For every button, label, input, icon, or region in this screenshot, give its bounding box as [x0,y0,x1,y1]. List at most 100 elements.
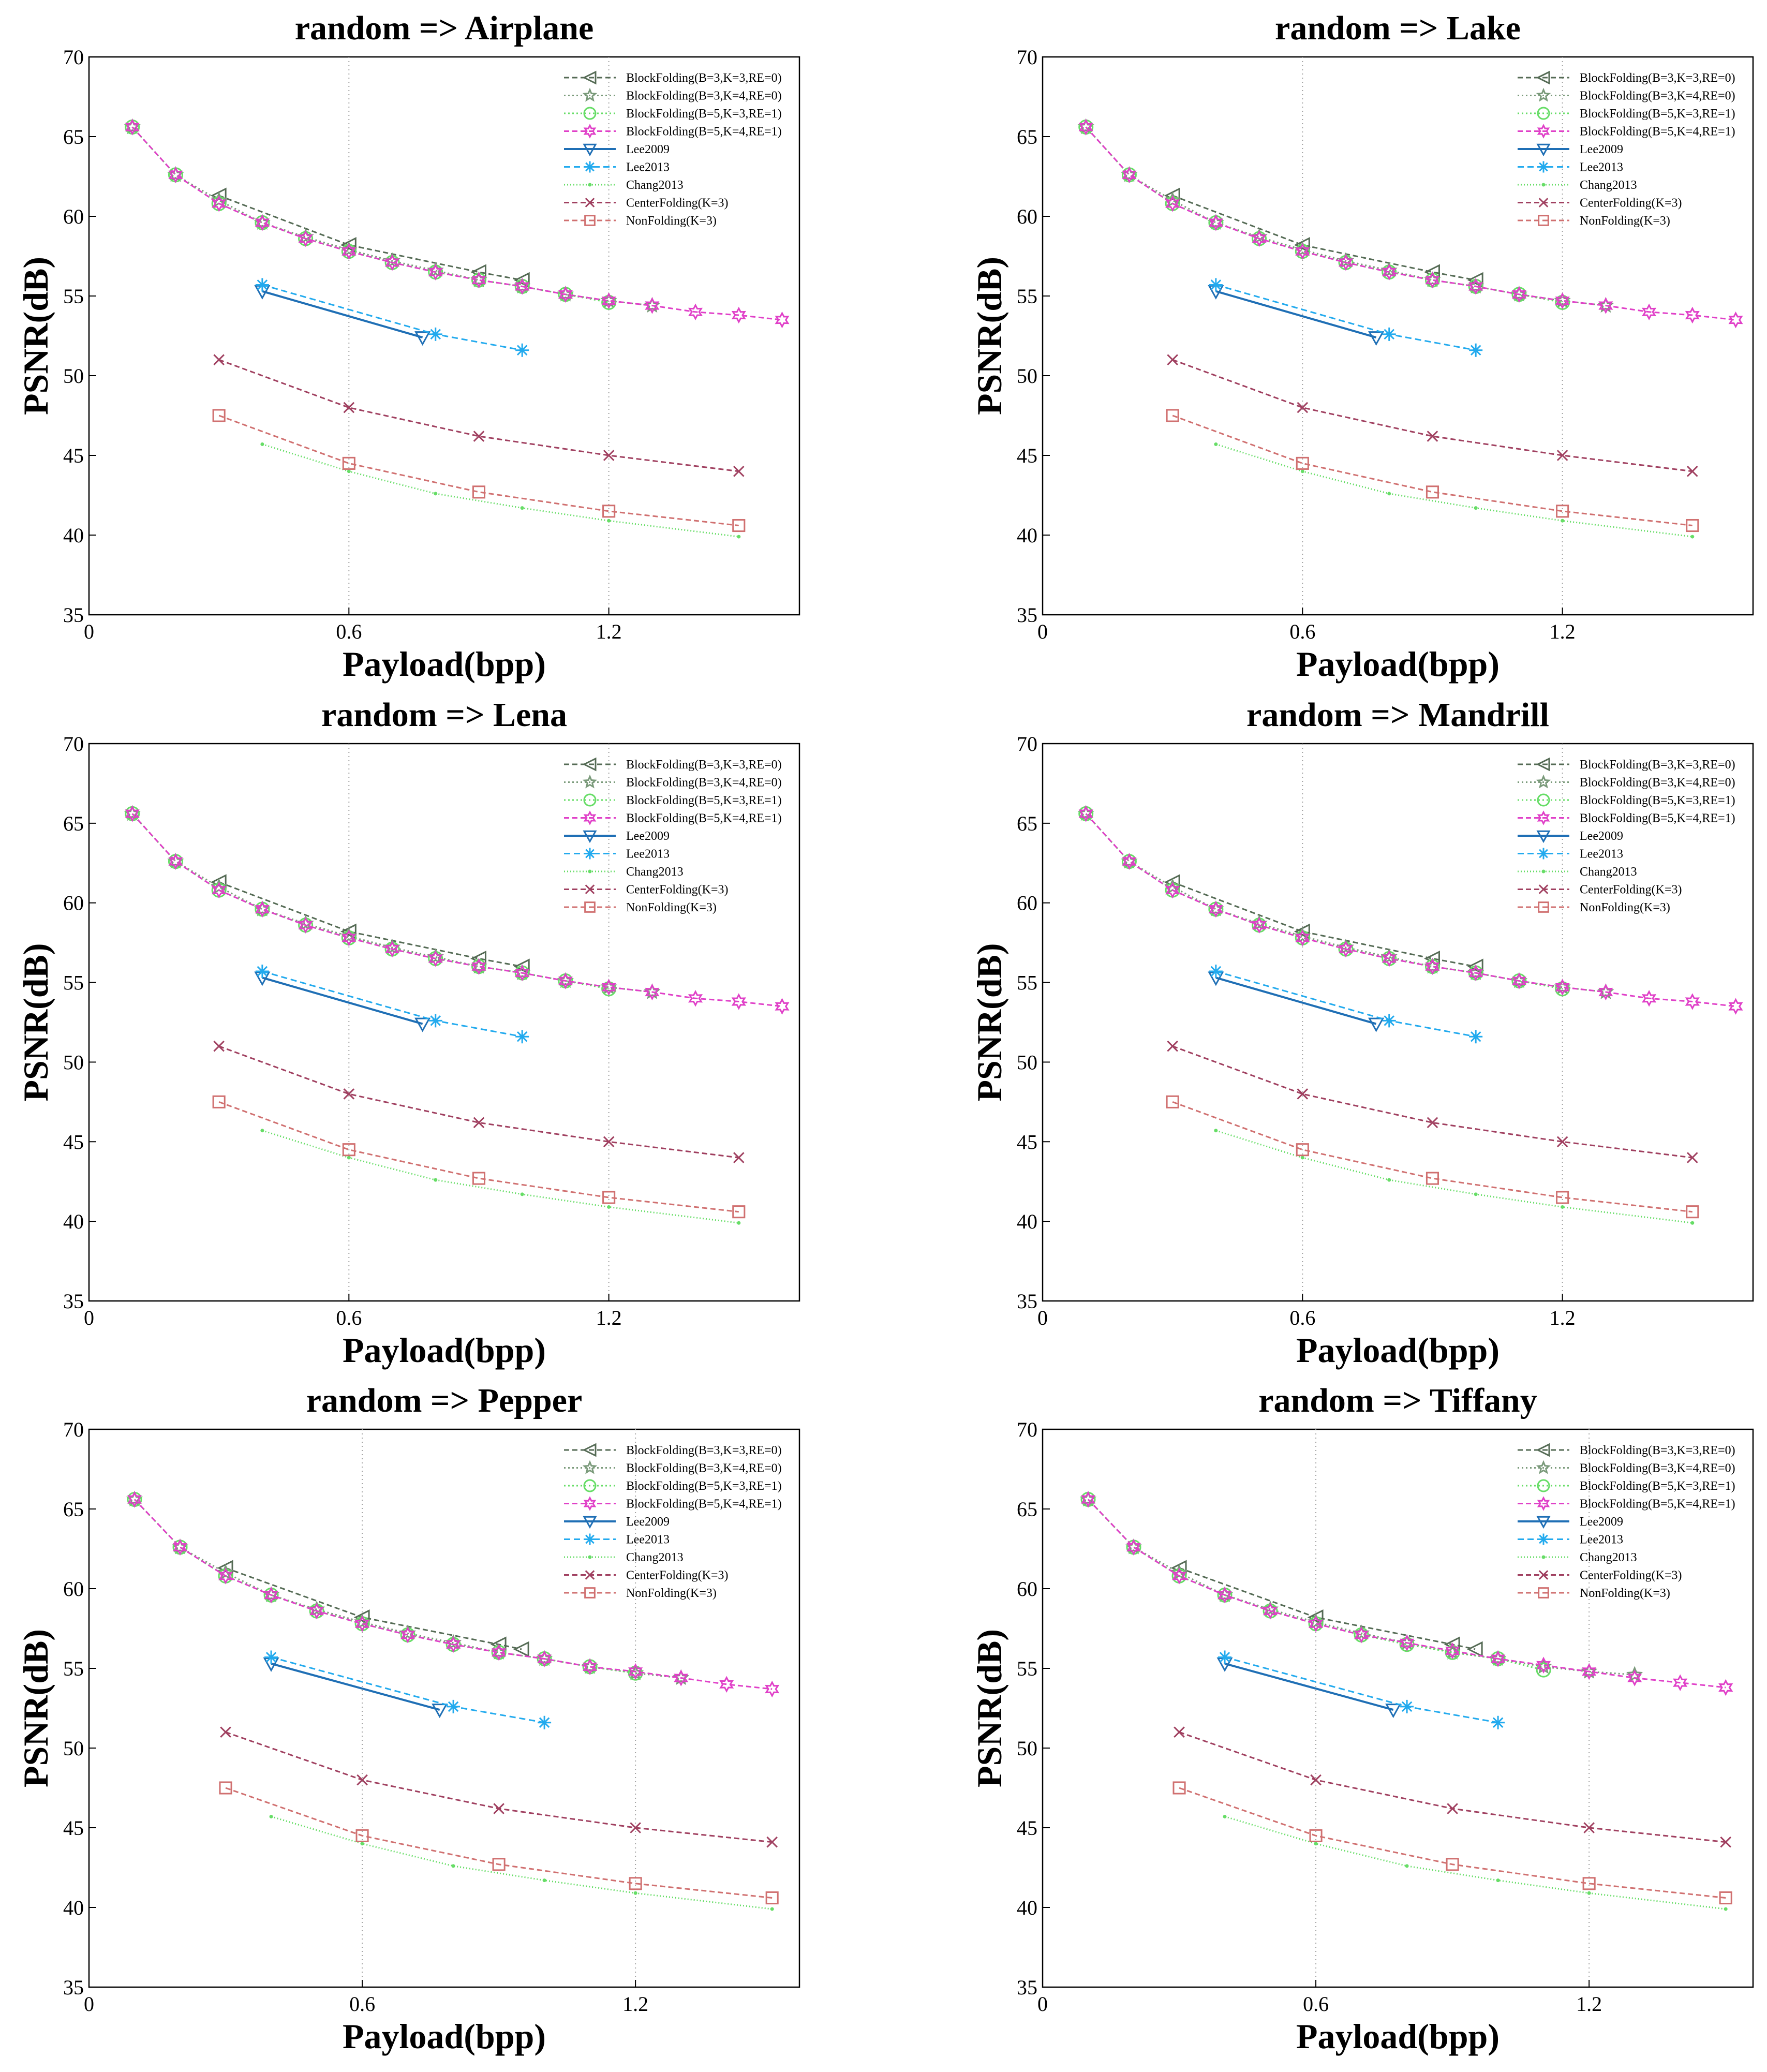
data-point [583,1658,598,1676]
series-line [1215,443,1692,538]
legend-marker [1538,1533,1549,1545]
legend-label: CenterFolding(K=3) [626,1569,729,1582]
data-point [1296,456,1309,470]
series-line [1085,126,1606,306]
legend-label: BlockFolding(B=5,K=4,RE=1) [626,125,782,139]
x-tick-label: 0 [84,620,94,643]
series-line [1172,415,1692,526]
legend-marker [582,774,598,789]
data-point [347,1156,351,1160]
data-point [255,900,270,918]
y-tick-label: 60 [63,1577,84,1601]
data-point [765,1680,780,1698]
legend-label: Lee2009 [626,1515,670,1529]
data-point [1587,1891,1591,1895]
data-point [1467,958,1483,975]
y-axis-label: PSNR(dB) [16,943,55,1101]
legend-marker [1536,774,1551,789]
data-point [414,1017,431,1032]
series-line [1215,290,1377,339]
data-point [1223,1814,1227,1818]
legend-label: BlockFolding(B=3,K=4,RE=0) [1580,1462,1735,1475]
data-point [603,450,615,461]
data-point [1166,409,1179,422]
data-point [1719,1891,1732,1905]
legend-label: NonFolding(K=3) [626,901,717,914]
legend-label: BlockFolding(B=5,K=4,RE=1) [1580,812,1735,825]
data-point [674,1669,689,1686]
data-point [255,278,269,292]
y-tick-label: 65 [63,812,84,835]
chart-panel-1: 0 0.6 1.2 35 40 45 50 55 60 65 70 random => Airplan… [16,9,800,684]
legend-label: BlockFolding(B=3,K=4,RE=0) [626,1462,782,1475]
legend-label: Lee2013 [1580,848,1623,861]
legend-marker [582,1443,597,1457]
data-point [1424,950,1440,967]
data-point [513,272,530,288]
x-tick-label: 0.6 [1289,620,1315,643]
data-point [343,402,355,413]
data-point [630,1822,641,1833]
data-point [1214,1129,1218,1133]
data-point [766,1836,778,1848]
legend-marker [583,124,597,139]
data-point [603,1136,615,1148]
series-8 [1174,1726,1732,1848]
legend-label: BlockFolding(B=3,K=3,RE=0) [626,71,782,85]
series-line [218,415,739,526]
y-tick-label: 50 [63,364,84,388]
data-point [264,1587,279,1604]
data-point [731,993,746,1010]
series-4 [127,1491,780,1698]
series-7 [260,1129,741,1225]
data-point [1466,1641,1483,1657]
y-tick-label: 70 [63,46,84,69]
legend-marker [582,70,597,85]
data-point [1556,1136,1568,1148]
data-point [490,1636,507,1653]
legend-marker [583,1516,597,1529]
data-point [1400,1699,1414,1713]
data-point [168,853,183,870]
legend-label: NonFolding(K=3) [626,214,717,228]
data-point [1405,1864,1409,1868]
x-tick-label: 0.6 [349,1992,375,2016]
data-point [1426,485,1439,499]
y-tick-label: 60 [1017,205,1037,228]
data-point [520,1192,524,1196]
data-point [212,1095,226,1108]
data-point [1126,1538,1141,1556]
data-point [125,119,140,136]
legend-label: Chang2013 [626,179,684,192]
series-line [225,1787,773,1899]
data-point [737,1221,741,1225]
legend-label: CenterFolding(K=3) [626,883,729,897]
data-point [1447,1803,1458,1814]
series-line [133,1499,681,1679]
legend: BlockFolding(B=3,K=3,RE=0) BlockFolding(B… [1518,757,1735,914]
series-7 [1214,442,1695,539]
data-point [1382,1014,1396,1028]
data-point [607,519,611,523]
legend-marker [1538,161,1549,173]
data-point [168,166,183,184]
data-point [731,306,746,324]
legend-marker [584,161,596,173]
series-line [131,813,652,993]
data-point [1556,1191,1569,1204]
legend-label: NonFolding(K=3) [1580,901,1670,914]
data-point [733,1152,745,1163]
data-point [1426,1172,1439,1185]
y-tick-label: 40 [63,524,84,547]
data-point [451,1864,455,1868]
data-point [1314,1842,1318,1846]
y-tick-label: 45 [1017,1816,1037,1840]
data-point [1556,450,1568,461]
data-point [1339,254,1354,271]
chart-title: random => Mandrill [1246,696,1549,734]
legend-marker [584,1587,596,1599]
series-line [133,1499,773,1690]
data-point [1511,972,1526,989]
data-point [414,331,431,346]
series-7 [1223,1814,1728,1911]
